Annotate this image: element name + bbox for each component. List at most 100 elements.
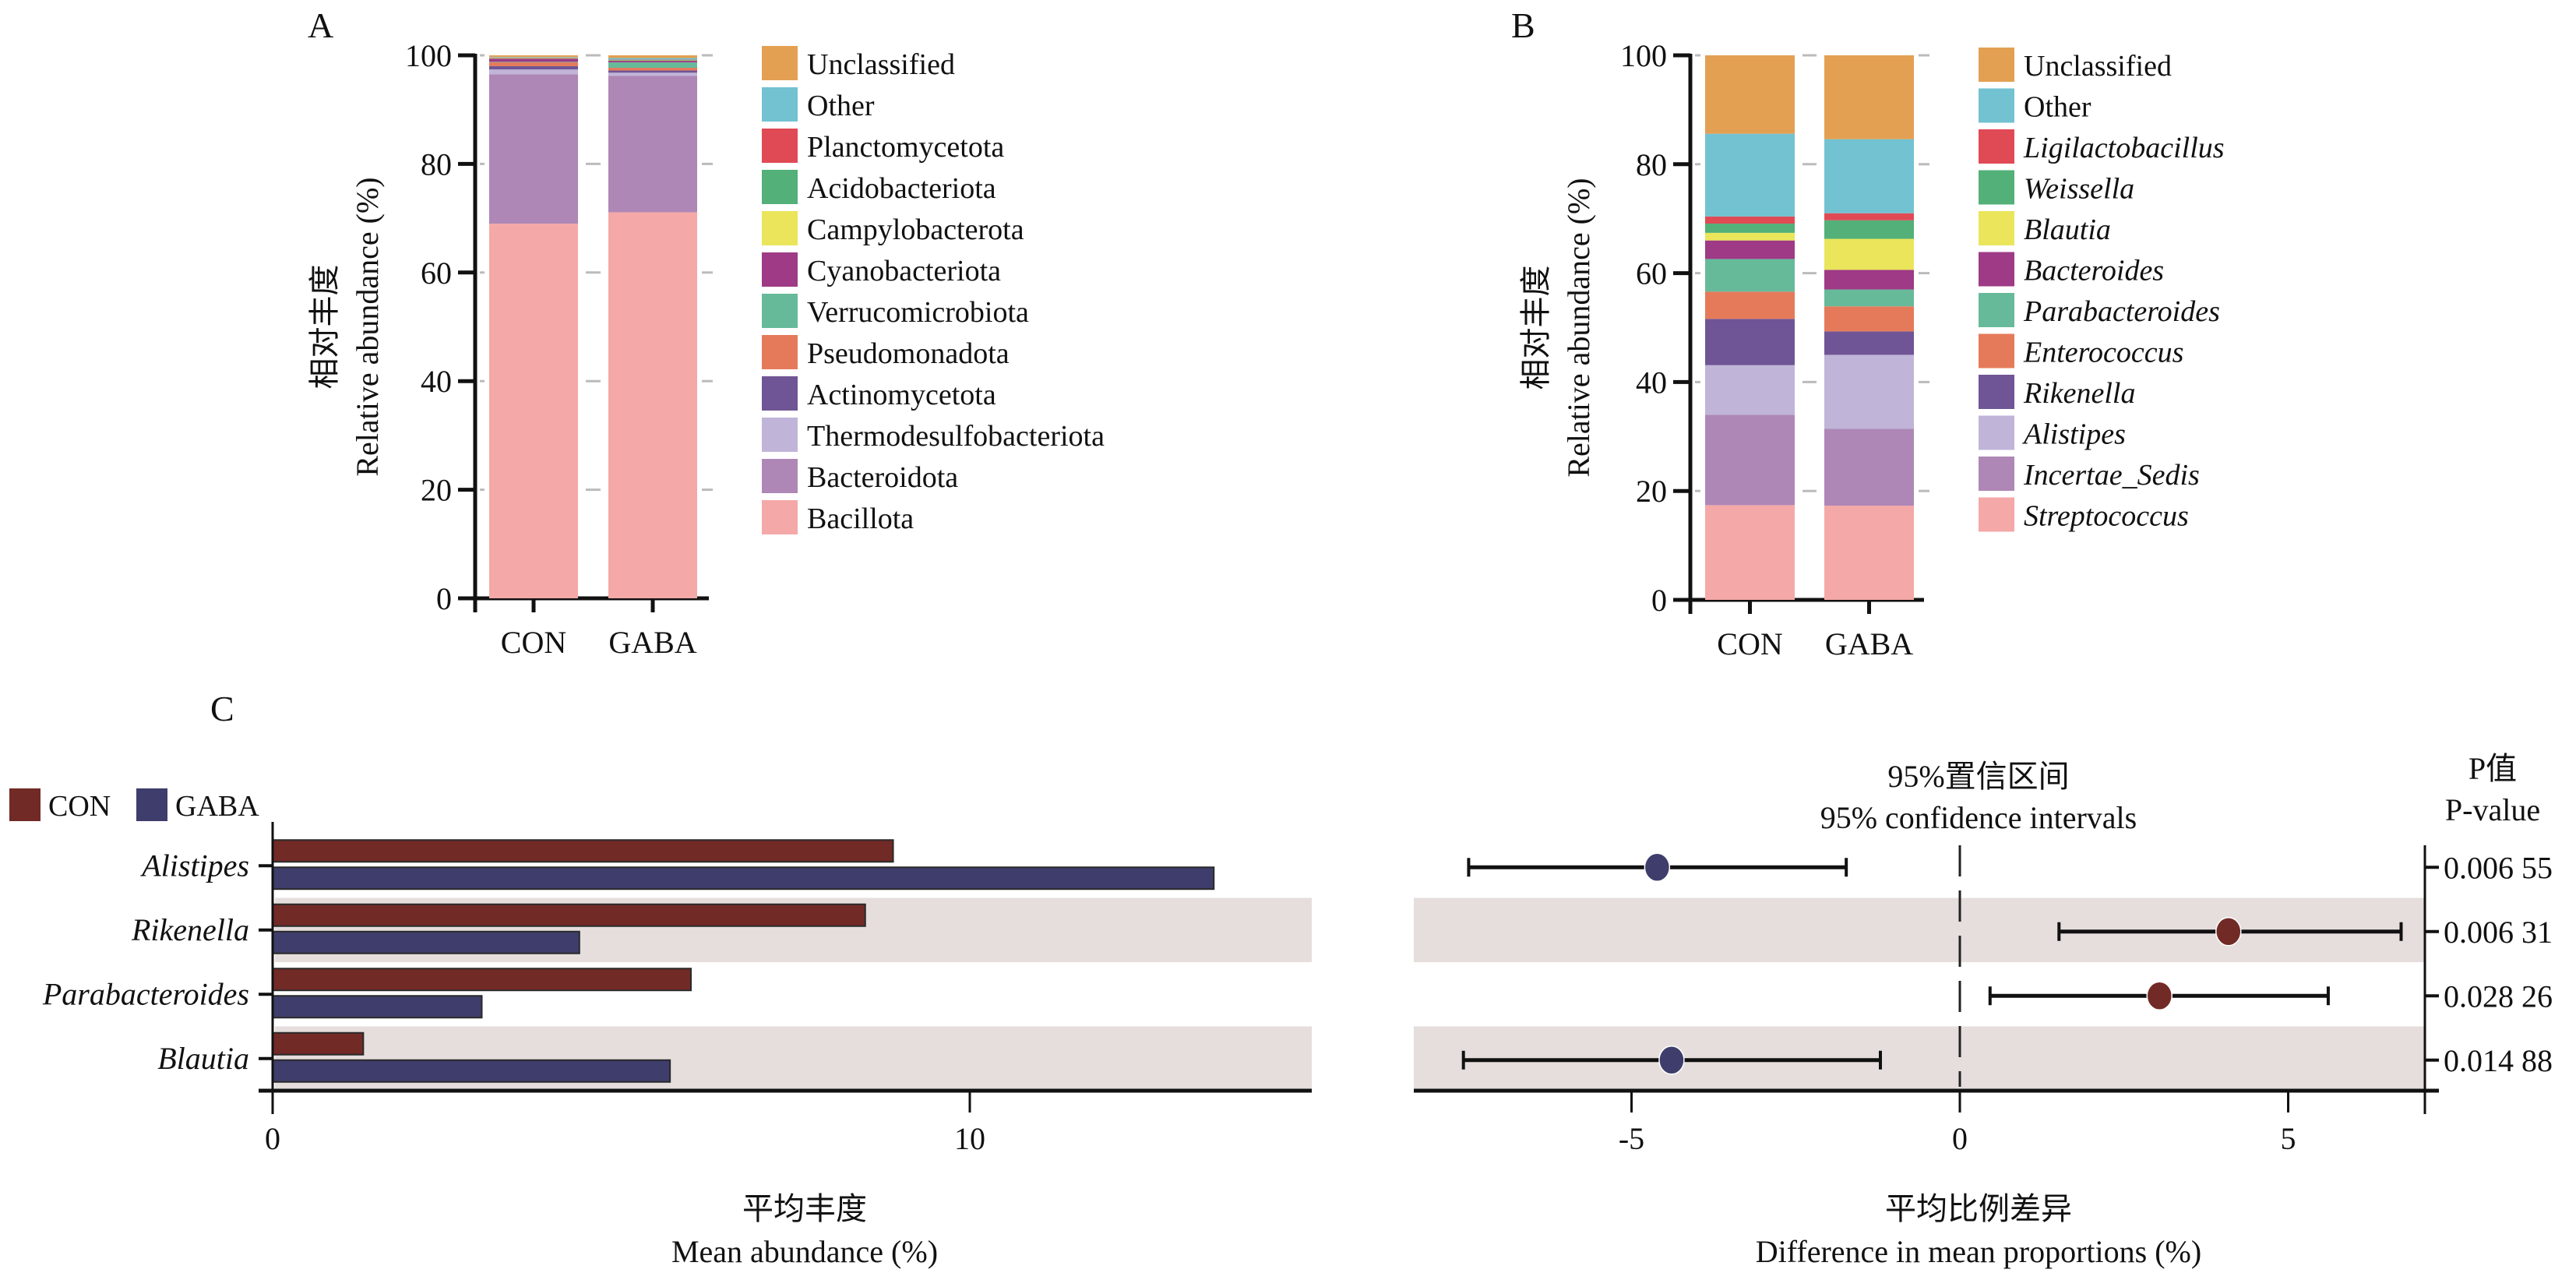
legend-swatch-thermodesulfobacteriota bbox=[762, 418, 798, 452]
legend-label-enterococcus: Enterococcus bbox=[2023, 337, 2183, 369]
ci-point-rikenella bbox=[2215, 917, 2242, 947]
y-axis-title: Relative abundance (%) bbox=[1561, 178, 1596, 477]
bar-segment-con-unclassified bbox=[489, 55, 578, 58]
bar-blautia-con bbox=[272, 1031, 365, 1056]
bar-segment-gaba-alistipes bbox=[1824, 354, 1914, 429]
x-axis-title: Mean abundance (%) bbox=[671, 1234, 938, 1269]
panel-label-b: B bbox=[1511, 5, 1535, 45]
y-tick-label: 100 bbox=[405, 38, 452, 73]
bar-segment-gaba-streptococcus bbox=[1824, 506, 1914, 600]
y-tick-label: 0 bbox=[436, 581, 452, 616]
legend-swatch-bacillota bbox=[762, 500, 798, 534]
legend-label-gaba: GABA bbox=[175, 790, 259, 823]
bar-segment-gaba-acidobacteriota bbox=[608, 59, 697, 61]
legend-swatch-alistipes bbox=[1979, 415, 2014, 450]
y-tick-label: 80 bbox=[421, 146, 452, 182]
p-value-parabacteroides: 0.028 26 bbox=[2444, 979, 2553, 1014]
legend-label-unclassified: Unclassified bbox=[2024, 50, 2172, 83]
y-tick-label: 60 bbox=[421, 256, 452, 291]
legend-swatch-rikenella bbox=[1979, 375, 2014, 409]
bar-segment-con-pseudomonadota bbox=[489, 62, 578, 66]
legend-swatch-cyanobacteriota bbox=[762, 252, 798, 287]
bar-segment-con-streptococcus bbox=[1705, 505, 1795, 600]
y-tick-label: 0 bbox=[1651, 583, 1667, 618]
y-axis-title: Relative abundance (%) bbox=[350, 177, 385, 476]
bar-segment-con-actinomycetota bbox=[489, 65, 578, 70]
legend-swatch-actinomycetota bbox=[762, 376, 798, 411]
bar-segment-con-blautia bbox=[1705, 232, 1795, 241]
p-header-cn: P值 bbox=[2469, 751, 2517, 786]
bar-segment-gaba-campylobacterota bbox=[608, 60, 697, 62]
legend-swatch-bacteroidota bbox=[762, 459, 798, 493]
bar-rikenella-gaba bbox=[272, 930, 580, 954]
legend-label-acidobacteriota: Acidobacteriota bbox=[807, 172, 996, 205]
x-tick-label-gaba: GABA bbox=[1825, 626, 1913, 661]
bar-segment-con-other bbox=[1705, 133, 1795, 217]
x-axis-title-cn: 平均比例差异 bbox=[1885, 1191, 2072, 1226]
legend-label-ligilactobacillus: Ligilactobacillus bbox=[2023, 132, 2225, 164]
x-tick-label: 0 bbox=[265, 1121, 280, 1156]
legend-swatch-parabacteroides bbox=[1979, 293, 2014, 327]
bar-segment-gaba-bacteroidota bbox=[608, 76, 697, 213]
bar-segment-con-bacteroidota bbox=[489, 74, 578, 224]
bar-segment-gaba-weissella bbox=[1824, 220, 1914, 239]
legend-label-bacillota: Bacillota bbox=[807, 502, 914, 535]
category-label-alistipes: Alistipes bbox=[139, 848, 249, 883]
legend-label-blautia: Blautia bbox=[2024, 213, 2111, 246]
x-tick-label-con: CON bbox=[501, 625, 566, 660]
p-value-alistipes: 0.006 55 bbox=[2444, 850, 2553, 885]
y-axis-title-cn: 相对丰度 bbox=[1518, 266, 1553, 390]
category-label-rikenella: Rikenella bbox=[131, 912, 249, 947]
y-tick-label: 40 bbox=[1636, 365, 1667, 400]
p-header: P-value bbox=[2445, 792, 2540, 827]
legend-swatch-other bbox=[762, 87, 798, 122]
chart-c-confidence-intervals: 0.006 55 0.006 31 0.028 26 0.014 88 -5 0 5 95%置… bbox=[1414, 751, 2553, 1269]
legend-label-campylobacterota: Campylobacterota bbox=[807, 213, 1024, 246]
category-label-parabacteroides: Parabacteroides bbox=[42, 976, 249, 1011]
legend-swatch-other bbox=[1979, 88, 2014, 123]
bar-segment-gaba-ligilactobacillus bbox=[1824, 213, 1914, 220]
ci-point-alistipes bbox=[1644, 852, 1671, 882]
bar-parabacteroides-gaba bbox=[272, 995, 483, 1019]
bar-segment-con-unclassified bbox=[1705, 55, 1795, 134]
legend-swatch-unclassified bbox=[1979, 48, 2014, 82]
y-tick-label: 40 bbox=[421, 364, 452, 399]
legend-label-verrucomicrobiota: Verrucomicrobiota bbox=[807, 296, 1029, 329]
legend-swatch-streptococcus bbox=[1979, 497, 2014, 532]
bar-segment-gaba-parabacteroides bbox=[1824, 289, 1914, 307]
y-axis-title-cn: 相对丰度 bbox=[307, 265, 342, 390]
x-axis-title-cn: 平均丰度 bbox=[742, 1191, 867, 1226]
bar-segment-gaba-rikenella bbox=[1824, 331, 1914, 355]
bar-segment-gaba-thermodesulfobacteriota bbox=[608, 72, 697, 76]
legend-label-streptococcus: Streptococcus bbox=[2024, 500, 2189, 533]
ci-title: 95% confidence intervals bbox=[1820, 800, 2137, 835]
legend-swatch-gaba bbox=[136, 788, 167, 821]
legend-label-con: CON bbox=[48, 790, 111, 823]
legend-swatch-con bbox=[9, 788, 41, 821]
legend-swatch-blautia bbox=[1979, 211, 2014, 245]
bar-segment-con-weissella bbox=[1705, 223, 1795, 233]
legend-label-weissella: Weissella bbox=[2024, 173, 2134, 206]
legend-swatch-ligilactobacillus bbox=[1979, 129, 2014, 164]
ci-point-blautia bbox=[1658, 1046, 1685, 1075]
bar-segment-con-bacteroides bbox=[1705, 240, 1795, 259]
bar-parabacteroides-con bbox=[272, 968, 692, 992]
panel-label-c: C bbox=[210, 689, 234, 728]
legend-swatch-pseudomonadota bbox=[762, 335, 798, 369]
ci-point-parabacteroides bbox=[2146, 981, 2173, 1010]
bar-segment-con-bacillota bbox=[489, 224, 578, 598]
bar-segment-gaba-bacillota bbox=[608, 212, 697, 598]
panel-label-a: A bbox=[308, 5, 333, 45]
legend-label-planctomycetota: Planctomycetota bbox=[807, 131, 1004, 164]
legend-swatch-unclassified bbox=[762, 46, 798, 80]
bar-alistipes-con bbox=[272, 839, 894, 863]
bar-segment-gaba-verrucomicrobiota bbox=[608, 62, 697, 69]
legend-swatch-verrucomicrobiota bbox=[762, 294, 798, 328]
category-label-blautia: Blautia bbox=[157, 1041, 249, 1076]
x-tick-label: -5 bbox=[1619, 1121, 1644, 1156]
bar-segment-con-incertae-sedis bbox=[1705, 414, 1795, 506]
legend-label-cyanobacteriota: Cyanobacteriota bbox=[807, 255, 1001, 287]
bar-segment-con-parabacteroides bbox=[1705, 259, 1795, 292]
legend-label-actinomycetota: Actinomycetota bbox=[807, 379, 996, 411]
